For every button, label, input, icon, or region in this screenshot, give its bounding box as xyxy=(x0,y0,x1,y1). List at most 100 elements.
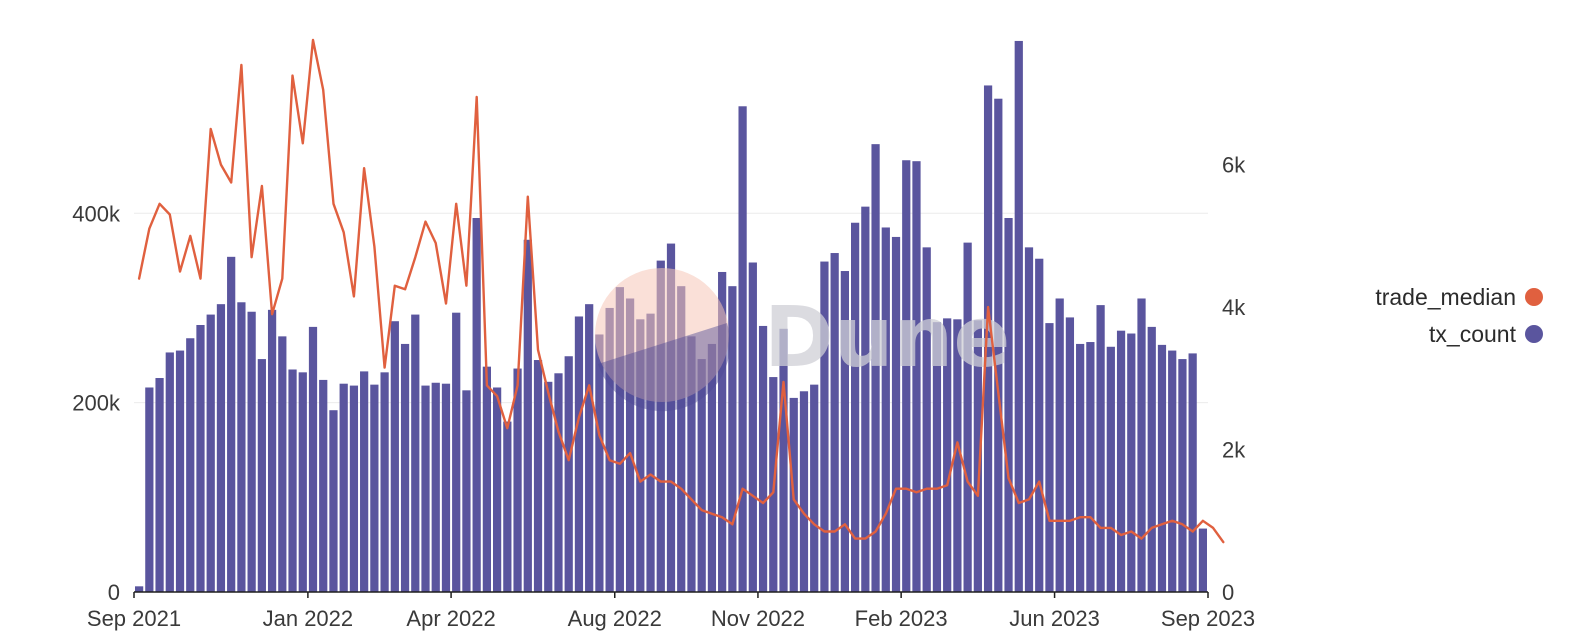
tx-count-bar xyxy=(953,319,962,592)
tx-count-bar xyxy=(206,314,215,592)
tx-count-bar xyxy=(493,387,502,592)
x-tick-label: Feb 2023 xyxy=(855,606,948,631)
legend: trade_median tx_count xyxy=(1375,284,1543,347)
tx-count-bar xyxy=(1198,528,1207,592)
tx-count-bar xyxy=(799,391,809,592)
tx-count-bar xyxy=(779,328,788,592)
tx-count-bar xyxy=(902,160,911,592)
x-tick-label: Sep 2023 xyxy=(1161,606,1255,631)
tx-count-bar xyxy=(1065,317,1075,592)
tx-count-bar xyxy=(585,304,594,592)
tx-count-bar xyxy=(186,338,195,592)
tx-count-bar xyxy=(810,384,819,592)
tx-count-bar xyxy=(922,247,931,593)
tx-count-bar xyxy=(523,239,532,592)
tx-count-bar xyxy=(1055,298,1064,592)
left-axis-ticks: 0 200k 400k xyxy=(72,201,121,605)
tx-count-bar xyxy=(646,313,655,592)
legend-label: tx_count xyxy=(1429,321,1517,347)
left-tick-label: 200k xyxy=(72,391,121,416)
tx-count-bar xyxy=(513,368,522,592)
tx-count-bar xyxy=(1014,40,1023,592)
x-tick-label: Aug 2022 xyxy=(568,606,662,631)
tx-count-bar xyxy=(175,350,185,592)
tx-count-bar xyxy=(503,421,512,592)
tx-count-bar xyxy=(360,371,369,592)
left-tick-label: 0 xyxy=(108,580,120,605)
left-tick-label: 400k xyxy=(72,201,121,226)
tx-count-bar xyxy=(452,312,461,592)
tx-count-bar xyxy=(1004,218,1013,593)
tx-count-bar xyxy=(1106,346,1115,592)
tx-count-bar xyxy=(1157,344,1167,592)
tx-count-bar xyxy=(462,390,471,592)
legend-label: trade_median xyxy=(1375,284,1516,310)
tx-count-bar xyxy=(400,343,410,592)
tx-count-bar xyxy=(257,359,266,592)
tx-count-bar xyxy=(1178,359,1187,592)
tx-count-bar xyxy=(912,161,921,592)
tx-count-bar xyxy=(482,366,491,592)
tx-count-bar xyxy=(308,326,318,592)
right-axis-ticks: 0 2k 4k 6k xyxy=(1222,153,1246,605)
tx-count-bar xyxy=(247,311,256,592)
tx-count-bar xyxy=(165,352,174,592)
tx-count-bar xyxy=(431,382,440,592)
tx-count-bar xyxy=(666,243,676,592)
tx-count-bar xyxy=(625,298,635,592)
tx-count-bar xyxy=(339,383,348,592)
tx-count-bar xyxy=(1076,343,1085,592)
tx-count-bar xyxy=(145,387,154,592)
tx-count-bar xyxy=(278,336,287,592)
right-tick-label: 2k xyxy=(1222,438,1246,463)
tx-count-bar xyxy=(677,286,686,592)
tx-count-bar xyxy=(441,383,451,592)
right-tick-label: 0 xyxy=(1222,580,1234,605)
tx-count-bar xyxy=(554,373,563,592)
tx-count-bar xyxy=(963,242,972,593)
tx-count-bar xyxy=(421,385,430,592)
tx-count-bar xyxy=(820,261,829,592)
tx-count-bar xyxy=(1096,305,1105,592)
tx-count-bar xyxy=(943,318,952,592)
dune-watermark: Dune xyxy=(595,268,1010,412)
tx-count-bar xyxy=(871,144,880,592)
tx-count-bar xyxy=(861,206,870,592)
tx-count-bar xyxy=(605,307,614,592)
tx-count-bar xyxy=(830,253,839,593)
tx-count-bar xyxy=(697,359,706,592)
tx-count-bar xyxy=(707,343,717,592)
tx-count-bar xyxy=(758,325,768,592)
tx-count-bar xyxy=(349,385,359,592)
tx-count-bar xyxy=(288,369,297,592)
tx-count-bar xyxy=(973,320,982,592)
tx-count-bar xyxy=(1045,323,1054,592)
tx-count-bar xyxy=(1188,353,1197,592)
legend-marker xyxy=(1525,325,1543,343)
x-tick-label: Nov 2022 xyxy=(711,606,805,631)
tx-count-bar xyxy=(851,222,860,593)
legend-marker xyxy=(1525,288,1543,306)
tx-count-bar xyxy=(1147,326,1156,592)
tx-count-bar xyxy=(155,378,164,592)
tx-count-bar xyxy=(319,379,328,592)
tx-count-bar xyxy=(196,324,205,592)
x-tick-label: Sep 2021 xyxy=(87,606,181,631)
tx-count-bar xyxy=(881,227,890,593)
tx-count-bar xyxy=(932,322,942,592)
tx-count-bar xyxy=(615,287,624,592)
x-tick-label: Apr 2022 xyxy=(406,606,495,631)
tx-count-bar xyxy=(1086,342,1095,592)
tx-count-bar xyxy=(533,360,543,592)
tx-count-bar xyxy=(738,106,747,593)
tx-count-bar xyxy=(380,372,389,592)
tx-count-bar xyxy=(1127,333,1136,592)
watermark-logo-bottom xyxy=(598,323,731,412)
tx-count-bar xyxy=(329,410,338,592)
tx-count-bar xyxy=(687,336,696,592)
tx-count-bar xyxy=(994,98,1003,593)
tx-count-bar xyxy=(840,271,849,592)
tx-count-bar xyxy=(656,260,665,592)
